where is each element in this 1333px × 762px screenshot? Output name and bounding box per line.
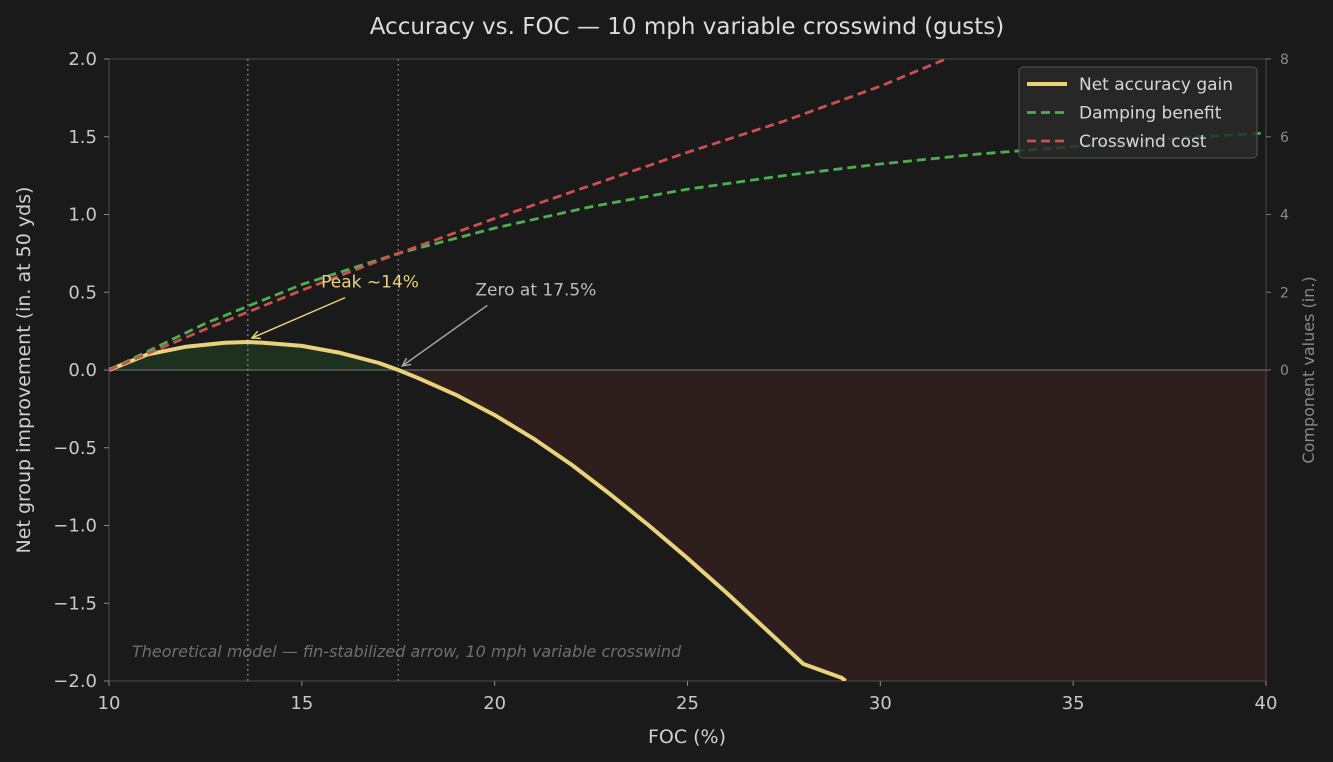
annotation-arrow-line bbox=[251, 296, 346, 339]
model-note: Theoretical model — fin-stabilized arrow… bbox=[132, 642, 682, 661]
chart-title: Accuracy vs. FOC — 10 mph variable cross… bbox=[370, 14, 1005, 40]
annotation-arrow-head bbox=[400, 357, 412, 367]
series-line-net-accuracy-gain bbox=[109, 340, 847, 681]
negative-gain-shading bbox=[398, 370, 1266, 681]
legend-box bbox=[1018, 66, 1258, 159]
y-tick-label: 0.5 bbox=[68, 282, 97, 303]
y2-tick-label: 6 bbox=[1280, 130, 1289, 146]
legend-label: Damping benefit bbox=[1079, 104, 1222, 124]
x-tick-label: 10 bbox=[98, 693, 121, 714]
y-tick-label: 1.0 bbox=[68, 205, 97, 226]
legend-label: Crosswind cost bbox=[1079, 132, 1207, 152]
y-tick-label: −0.5 bbox=[53, 438, 97, 459]
y2-tick-label: 8 bbox=[1280, 52, 1289, 68]
y2-tick-label: 0 bbox=[1280, 363, 1289, 379]
axis-ticks: 10 15 20 25 30 35 40−2.0−1.5−1.0−0.50.00.51.01… bbox=[53, 49, 1289, 714]
secondary-y-axis-label: Component values (in.) bbox=[1299, 276, 1318, 463]
y-tick-label: −2.0 bbox=[53, 671, 97, 692]
x-tick-label: 25 bbox=[676, 693, 699, 714]
annotations: Peak ~14% Zero at 17.5% bbox=[250, 273, 596, 367]
legend-label: Net accuracy gain bbox=[1079, 75, 1233, 95]
y2-tick-label: 4 bbox=[1280, 208, 1289, 224]
annotation-arrow-head bbox=[250, 330, 261, 340]
annotation-label: Zero at 17.5% bbox=[475, 280, 596, 300]
x-tick-label: 35 bbox=[1062, 693, 1085, 714]
y-tick-label: 2.0 bbox=[68, 49, 97, 70]
x-tick-label: 15 bbox=[290, 693, 313, 714]
y-tick-label: 1.5 bbox=[68, 127, 97, 148]
y2-tick-label: 2 bbox=[1280, 285, 1289, 301]
series-line-crosswind-cost bbox=[109, 59, 947, 372]
y-tick-label: −1.0 bbox=[53, 516, 97, 537]
y-tick-label: 0.0 bbox=[68, 360, 97, 381]
annotation-arrow-line bbox=[401, 304, 488, 367]
x-tick-label: 30 bbox=[869, 693, 892, 714]
y-axis-label: Net group improvement (in. at 50 yds) bbox=[13, 187, 35, 554]
x-tick-label: 20 bbox=[483, 693, 506, 714]
x-axis-label: FOC (%) bbox=[648, 726, 726, 748]
series-line-damping-benefit bbox=[109, 131, 1266, 372]
shaded-regions bbox=[109, 342, 1266, 681]
annotation-label: Peak ~14% bbox=[321, 273, 419, 293]
legend: Net accuracy gain Damping benefit Crosswin… bbox=[1018, 66, 1258, 159]
y-tick-label: −1.5 bbox=[53, 593, 97, 614]
x-tick-label: 40 bbox=[1255, 693, 1278, 714]
